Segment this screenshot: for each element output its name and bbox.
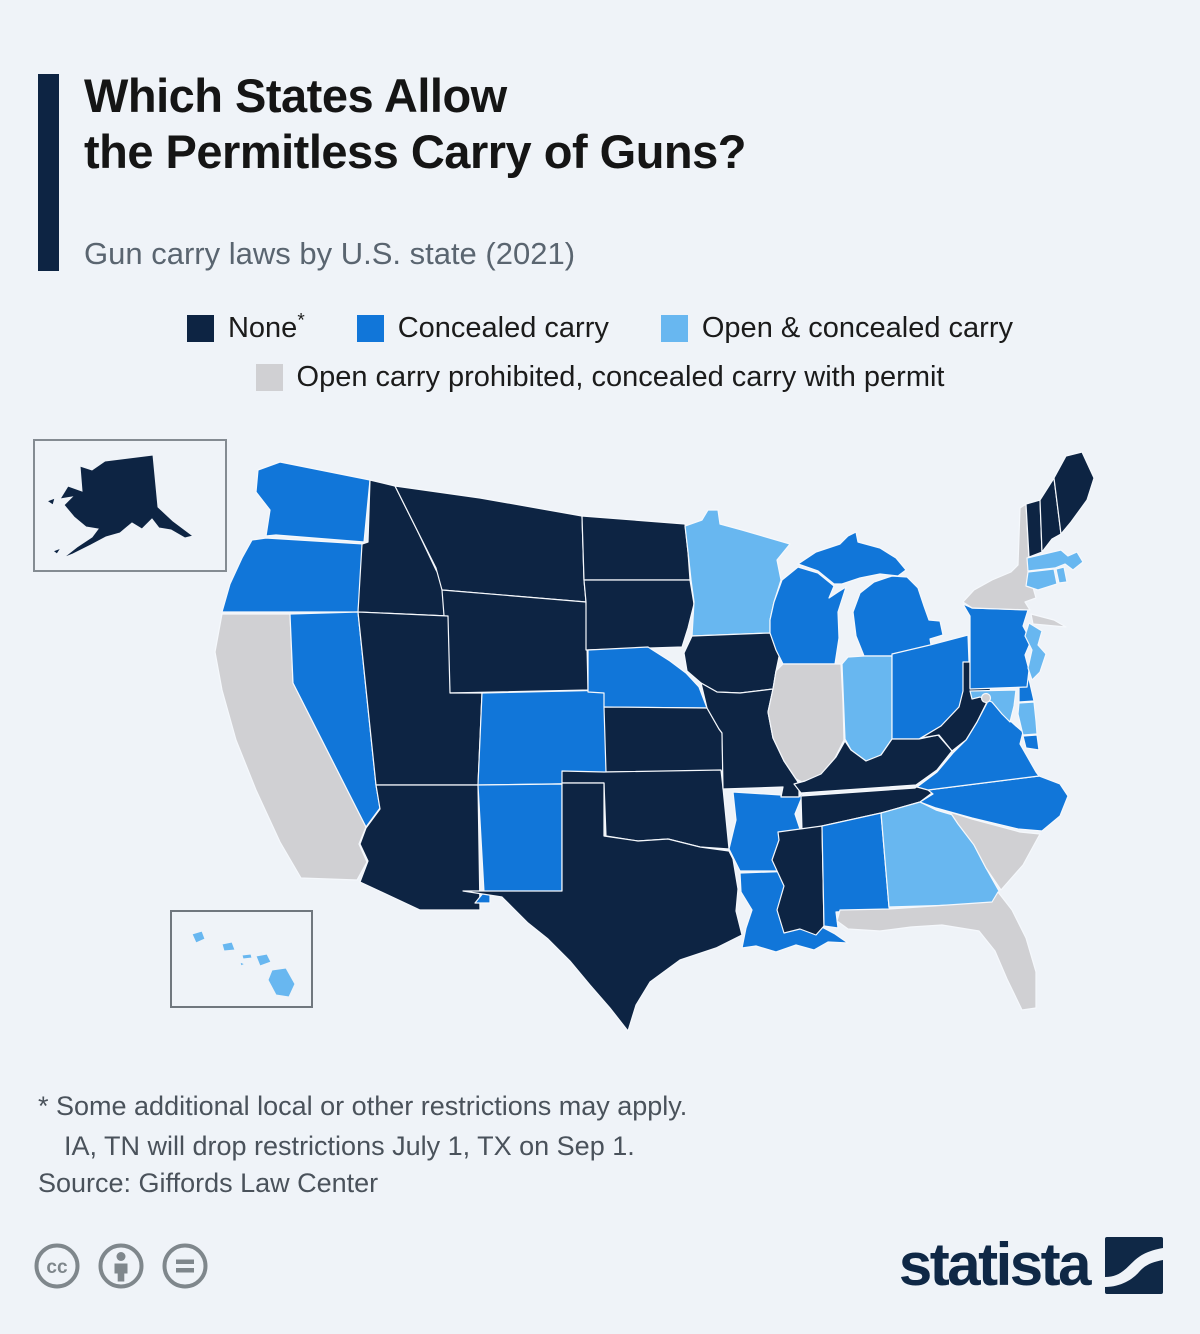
state-ND	[581, 515, 691, 581]
legend-swatch-open-concealed	[660, 315, 688, 342]
alaska-inset	[33, 439, 227, 572]
source-line: Source: Giffords Law Center	[38, 1168, 379, 1198]
subtitle: Gun carry laws by U.S. state (2021)	[84, 236, 576, 271]
legend-row-1: None* Concealed carry Open & concealed c…	[0, 310, 1200, 345]
state-KY	[793, 734, 953, 794]
state-AK	[45, 454, 195, 559]
state-DC	[980, 692, 992, 704]
statista-logo-icon	[1105, 1236, 1163, 1294]
state-NM	[474, 783, 563, 904]
legend-row-2: Open carry prohibited, concealed carry w…	[0, 361, 1200, 394]
state-CO	[477, 689, 617, 786]
footnote-line-1: * Some additional local or other restric…	[38, 1091, 688, 1121]
hawaii-inset	[170, 910, 313, 1008]
title-line-2: the Permitless Carry of Guns?	[84, 125, 746, 178]
state-ME	[1053, 451, 1095, 535]
state-WI	[769, 566, 847, 665]
legend-label-concealed: Concealed carry	[397, 312, 609, 344]
state-MN	[684, 509, 791, 637]
state-PA	[962, 603, 1032, 690]
state-IL	[767, 663, 845, 784]
state-WA	[255, 461, 371, 543]
legend-swatch-none	[186, 315, 214, 342]
state-MD	[969, 689, 1038, 736]
us-map	[214, 451, 1095, 1032]
state-TX	[462, 782, 743, 1032]
footnote: * Some additional local or other restric…	[38, 1086, 687, 1166]
state-SC	[949, 811, 1041, 891]
state-NC	[919, 775, 1069, 832]
state-OR	[221, 537, 365, 613]
title-accent-bar	[38, 74, 59, 271]
state-NE	[587, 646, 708, 709]
state-HI	[191, 930, 296, 998]
state-RI	[1055, 566, 1068, 584]
no-derivatives-icon[interactable]	[161, 1242, 209, 1290]
statista-branding[interactable]: statista	[898, 1231, 1163, 1298]
legend-item-none: None*	[186, 310, 305, 345]
state-WY	[441, 589, 589, 694]
title-line-1: Which States Allow	[84, 69, 507, 122]
state-CT	[1025, 568, 1058, 591]
legend-label-open-concealed: Open & concealed carry	[701, 312, 1013, 344]
legend: None* Concealed carry Open & concealed c…	[0, 310, 1200, 410]
footnote-line-2: IA, TN will drop restrictions July 1, TX…	[64, 1131, 635, 1161]
legend-swatch-prohibited	[255, 364, 283, 391]
state-MA	[1026, 549, 1084, 572]
attribution-icon[interactable]	[97, 1242, 145, 1290]
legend-label-prohibited: Open carry prohibited, concealed carry w…	[296, 361, 945, 393]
state-IA	[683, 632, 781, 694]
state-AZ	[359, 784, 481, 911]
legend-label-none: None*	[227, 310, 305, 344]
legend-swatch-concealed	[356, 315, 384, 342]
statista-logo-text: statista	[898, 1231, 1092, 1298]
page-title: Which States Allow the Permitless Carry o…	[84, 68, 746, 180]
legend-item-concealed: Concealed carry	[356, 312, 609, 345]
state-FL	[836, 891, 1037, 1011]
state-IN	[841, 655, 893, 762]
svg-text:cc: cc	[46, 1257, 68, 1278]
state-SD	[583, 579, 695, 651]
legend-item-open-concealed: Open & concealed carry	[660, 312, 1013, 345]
state-KS	[603, 706, 724, 773]
state-NJ	[1024, 622, 1047, 681]
legend-item-prohibited: Open carry prohibited, concealed carry w…	[255, 361, 945, 394]
cc-license-icons: cc	[33, 1242, 209, 1290]
cc-icon[interactable]: cc	[33, 1242, 81, 1290]
state-VT	[1025, 499, 1043, 558]
